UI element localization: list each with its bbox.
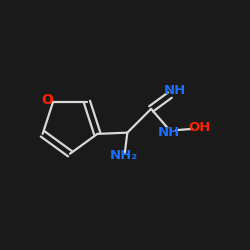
Text: NH: NH	[164, 84, 186, 97]
Text: O: O	[42, 94, 54, 108]
Text: NH: NH	[158, 126, 180, 139]
Text: NH₂: NH₂	[110, 149, 138, 162]
Text: OH: OH	[189, 121, 211, 134]
